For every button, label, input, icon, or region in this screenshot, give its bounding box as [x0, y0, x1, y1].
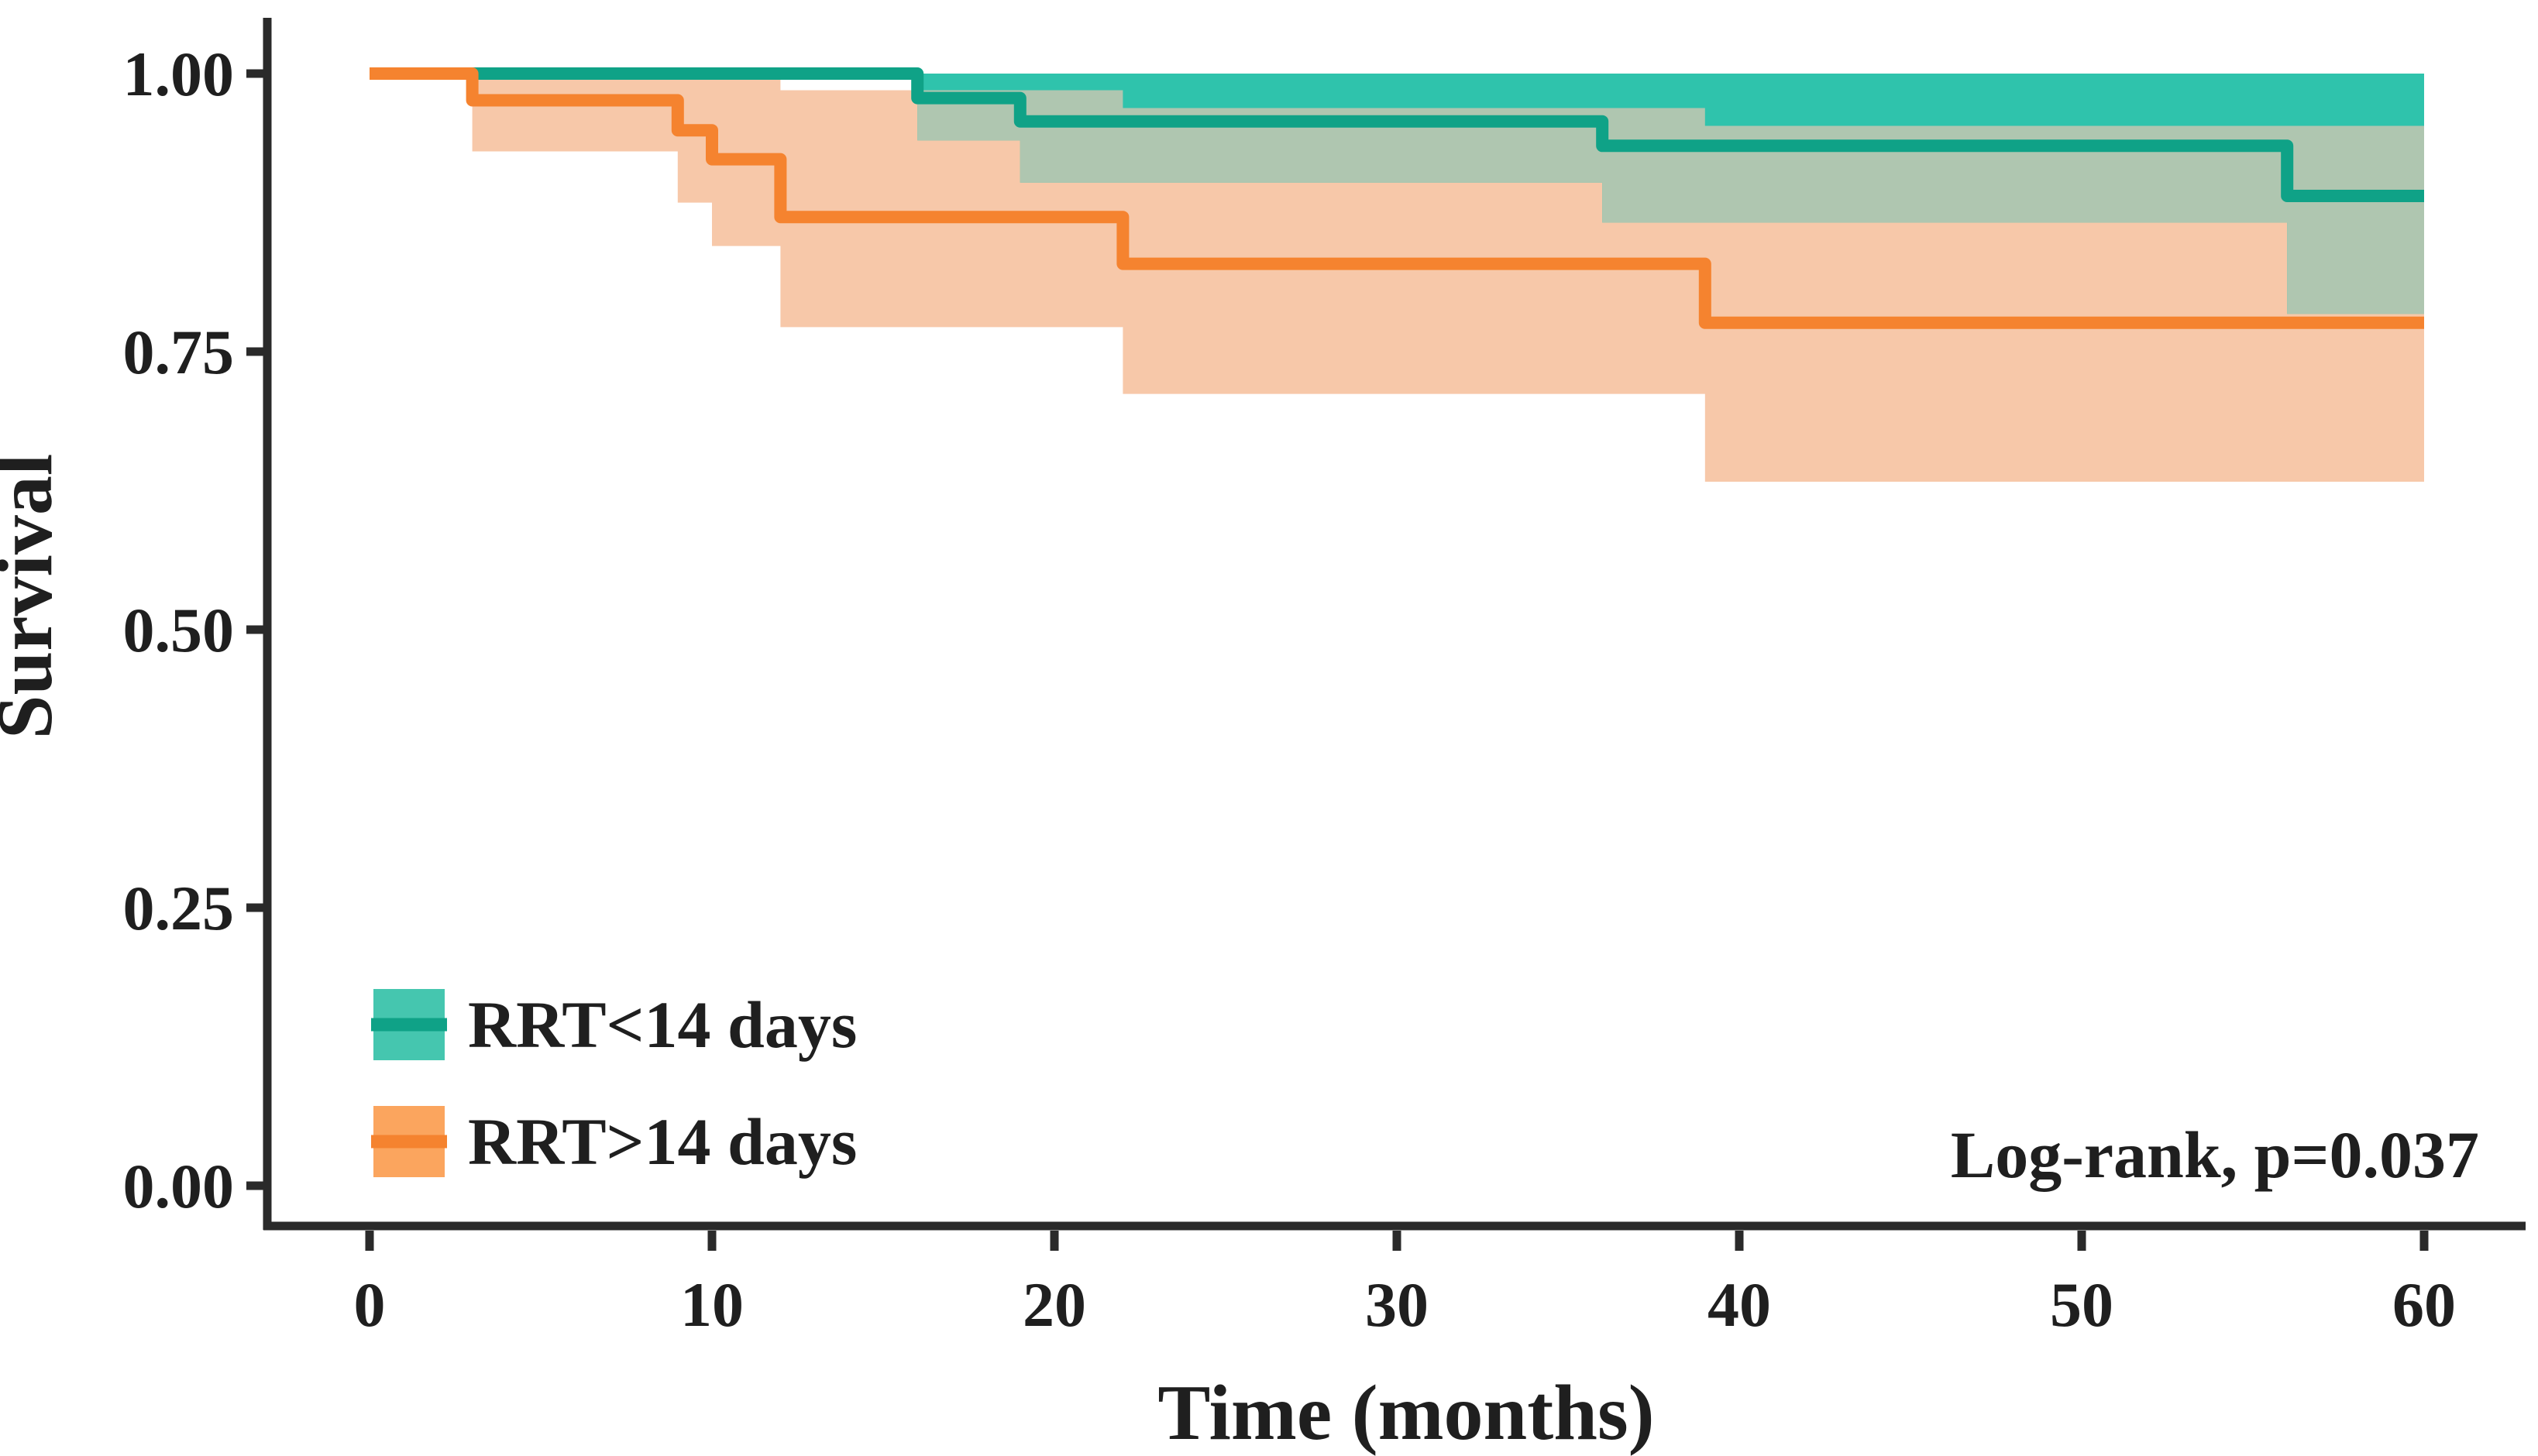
legend-item-rrt-lt-14: RRT<14 days — [371, 987, 857, 1062]
survival-curves-layer — [370, 67, 2424, 329]
survival-curve-rrt-gt-14 — [370, 67, 2424, 329]
y-tick-label: 0.25 — [123, 873, 235, 943]
x-tick-label: 30 — [1365, 1269, 1429, 1340]
y-axis-title: Survival — [0, 454, 69, 739]
y-tick-label: 1.00 — [123, 39, 235, 109]
survival-curve-rrt-lt-14 — [370, 67, 2424, 202]
log-rank-annotation: Log-rank, p=0.037 — [1951, 1118, 2479, 1192]
x-tick-label: 0 — [354, 1269, 386, 1340]
legend-label-rrt-gt-14: RRT>14 days — [468, 1104, 857, 1179]
y-tick-label: 0.50 — [123, 595, 235, 665]
x-tick-label: 20 — [1023, 1269, 1086, 1340]
y-tick-label: 0.75 — [123, 317, 235, 387]
legend: RRT<14 days RRT>14 days — [371, 987, 857, 1179]
x-tick-label: 60 — [2392, 1269, 2456, 1340]
y-tick-label: 0.00 — [123, 1151, 235, 1221]
x-axis-ticks: 0 10 20 30 40 50 60 — [354, 1231, 2456, 1340]
x-axis-title: Time (months) — [1157, 1369, 1654, 1456]
x-tick-label: 50 — [2050, 1269, 2113, 1340]
confidence-bands-layer — [472, 74, 2424, 482]
x-tick-label: 40 — [1707, 1269, 1771, 1340]
y-axis-ticks: 1.00 0.75 0.50 0.25 0.00 — [123, 39, 267, 1221]
x-tick-label: 10 — [680, 1269, 744, 1340]
legend-label-rrt-lt-14: RRT<14 days — [468, 987, 857, 1062]
legend-item-rrt-gt-14: RRT>14 days — [371, 1104, 857, 1179]
